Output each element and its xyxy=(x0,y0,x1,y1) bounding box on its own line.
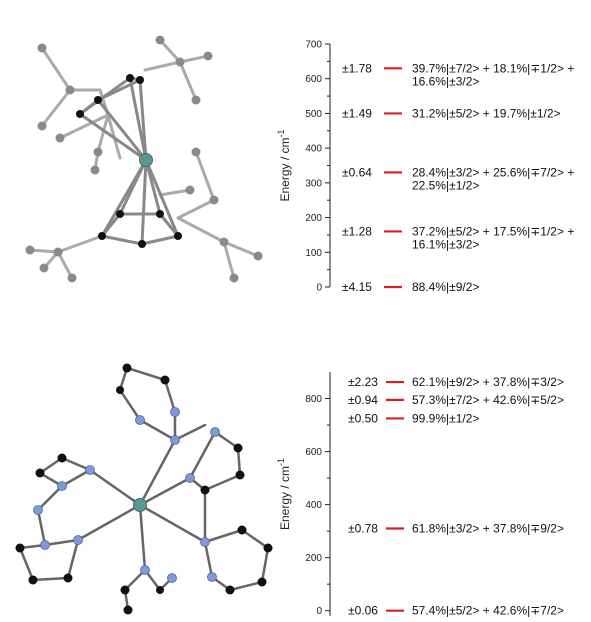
state-composition-label: 16.1%|±3/2> xyxy=(412,237,479,251)
g-factor-label: ±1.78 xyxy=(342,61,372,75)
state-composition-label: 16.6%|±3/2> xyxy=(412,74,479,88)
g-factor-label: ±0.64 xyxy=(342,165,372,179)
state-composition-label: 88.4%|±9/2> xyxy=(412,280,479,294)
state-composition-label: 57.3%|±7/2> + 42.6%|∓5/2> xyxy=(412,393,564,407)
state-composition-label: 61.8%|±3/2> + 37.8%|∓9/2> xyxy=(412,521,564,535)
y-tick-label: 100 xyxy=(305,248,322,259)
y-tick-label: 700 xyxy=(305,40,322,51)
state-composition-label: 22.5%|±1/2> xyxy=(412,178,479,192)
y-tick-label: 500 xyxy=(305,109,322,120)
y-tick-label: 600 xyxy=(305,74,322,85)
g-factor-label: ±0.78 xyxy=(348,521,378,535)
y-tick-label: 200 xyxy=(305,213,322,224)
state-composition-label: 39.7%|±7/2> + 18.1%|∓1/2> + xyxy=(412,61,574,75)
state-composition-label: 37.2%|±5/2> + 17.5%|∓1/2> + xyxy=(412,224,574,238)
g-factor-label: ±0.06 xyxy=(348,604,378,618)
molecule-structure-1 xyxy=(25,35,263,283)
y-tick-label: 200 xyxy=(305,553,322,564)
energy-level-diagram-1: 0 100 200 300 400 500 600 700 Energy / cm-1 ±4.15… xyxy=(276,40,574,295)
g-factor-label: ±0.94 xyxy=(348,393,378,407)
g-factor-label: ±2.23 xyxy=(348,375,378,389)
y-axis-label: Energy / cm-1 xyxy=(276,458,292,530)
y-axis-label: Energy / cm-1 xyxy=(276,129,292,201)
g-factor-label: ±4.15 xyxy=(342,280,372,294)
energy-level-diagram-2: 0 200 400 600 800 Energy / cm-1 ±0.06 57.4%|±5/… xyxy=(276,372,564,618)
g-factor-label: ±1.28 xyxy=(342,224,372,238)
molecule-structure-2 xyxy=(15,363,273,615)
state-composition-label: 99.9%|±1/2> xyxy=(412,411,479,425)
y-tick-label: 400 xyxy=(305,500,322,511)
state-composition-label: 57.4%|±5/2> + 42.6%|∓7/2> xyxy=(412,604,564,618)
state-composition-label: 28.4%|±3/2> + 25.6%|∓7/2> + xyxy=(412,165,574,179)
g-factor-label: ±0.50 xyxy=(348,411,378,425)
state-composition-label: 62.1%|±9/2> + 37.8%|∓3/2> xyxy=(412,375,564,389)
y-tick-label: 600 xyxy=(305,447,322,458)
g-factor-label: ±1.49 xyxy=(342,106,372,120)
y-tick-label: 800 xyxy=(305,394,322,405)
y-tick-label: 0 xyxy=(316,606,322,617)
state-composition-label: 31.2%|±5/2> + 19.7%|±1/2> xyxy=(412,106,561,120)
y-tick-label: 400 xyxy=(305,144,322,155)
y-tick-label: 0 xyxy=(316,283,322,294)
y-tick-label: 300 xyxy=(305,178,322,189)
